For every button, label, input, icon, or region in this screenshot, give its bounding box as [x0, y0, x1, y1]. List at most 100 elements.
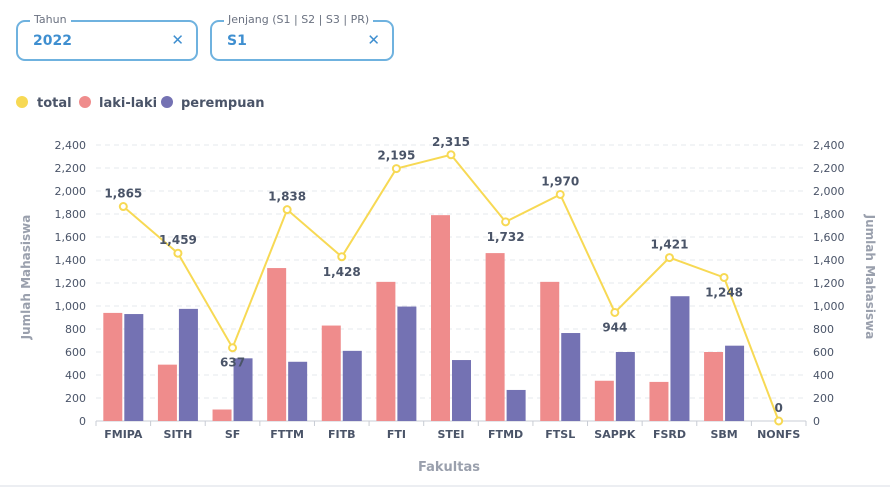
x-tick-label: SAPPK	[594, 428, 636, 441]
point-total	[337, 252, 347, 262]
data-label-total: 1,248	[705, 285, 743, 299]
point-total	[446, 150, 456, 160]
bar-laki-laki	[485, 253, 505, 421]
bar-laki-laki	[540, 281, 560, 421]
bar-perempuan	[397, 306, 417, 421]
y-tick-label-left: 200	[65, 392, 86, 405]
y-tick-label-left: 0	[79, 415, 86, 428]
bar-perempuan	[670, 296, 690, 421]
point-total	[228, 343, 238, 353]
bar-perempuan	[342, 350, 362, 421]
y-tick-label-right: 2,200	[813, 162, 845, 175]
jenjang-filter-label: Jenjang (S1 | S2 | S3 | PR)	[224, 13, 374, 27]
bar-laki-laki	[321, 325, 341, 421]
data-label-total: 1,459	[159, 233, 197, 247]
bar-laki-laki	[649, 381, 669, 421]
y-tick-label-left: 1,800	[55, 208, 87, 221]
point-total	[774, 416, 784, 426]
y-tick-label-right: 1,800	[813, 208, 845, 221]
point-total	[664, 253, 674, 263]
bar-perempuan	[288, 361, 308, 421]
bar-perempuan	[233, 358, 253, 421]
bar-perempuan	[452, 360, 471, 421]
bar-laki-laki	[212, 409, 232, 421]
y-tick-label-right: 1,400	[813, 254, 845, 267]
y-tick-label-right: 0	[813, 415, 820, 428]
x-tick-label: FITB	[328, 428, 356, 441]
bottom-divider	[0, 485, 890, 487]
point-total	[282, 205, 292, 215]
point-total	[555, 189, 565, 199]
legend-label-total: total	[37, 96, 72, 111]
legend-label-laki-laki: laki-laki	[99, 96, 157, 111]
data-label-total: 2,195	[377, 149, 415, 163]
y-tick-label-left: 2,200	[55, 162, 87, 175]
point-total	[719, 272, 729, 282]
data-label-total: 0	[775, 401, 783, 415]
x-tick-label: FTI	[387, 428, 406, 441]
tahun-filter[interactable]: Tahun 2022 ✕	[16, 13, 198, 61]
data-label-total: 1,421	[650, 238, 688, 252]
point-total	[391, 164, 401, 174]
point-total	[118, 202, 128, 212]
tahun-filter-value: 2022	[33, 33, 72, 49]
bar-laki-laki	[103, 312, 123, 421]
y-tick-label-left: 2,000	[55, 185, 87, 198]
bar-perempuan	[506, 389, 526, 421]
y-tick-label-right: 1,200	[813, 277, 845, 290]
bar-perempuan	[615, 352, 635, 421]
y-tick-label-left: 400	[65, 369, 86, 382]
data-label-total: 1,732	[487, 230, 525, 244]
y-tick-label-right: 400	[813, 369, 834, 382]
x-axis-title: Fakultas	[418, 460, 480, 475]
bar-perempuan	[124, 314, 144, 421]
bar-laki-laki	[376, 281, 396, 421]
data-label-total: 1,865	[104, 187, 142, 201]
clear-tahun-icon[interactable]: ✕	[171, 31, 184, 49]
jenjang-filter-value: S1	[227, 33, 247, 49]
y-tick-label-left: 2,400	[55, 139, 87, 152]
x-tick-label: FTSL	[545, 428, 575, 441]
y-tick-label-right: 800	[813, 323, 834, 336]
data-label-total: 944	[602, 320, 627, 334]
bar-perempuan	[178, 308, 198, 421]
bar-perempuan	[725, 345, 745, 421]
jenjang-filter[interactable]: Jenjang (S1 | S2 | S3 | PR) S1 ✕	[210, 13, 394, 61]
y-tick-label-right: 600	[813, 346, 834, 359]
x-tick-label: SBM	[710, 428, 737, 441]
y-tick-label-left: 600	[65, 346, 86, 359]
y-tick-label-left: 800	[65, 323, 86, 336]
data-label-total: 637	[220, 356, 245, 370]
bar-laki-laki	[431, 215, 450, 421]
x-tick-label: FTTM	[270, 428, 304, 441]
legend-marker-laki-laki	[79, 96, 91, 108]
y-axis-title-right: Jumlah Mahasiswa	[863, 214, 877, 340]
y-tick-label-right: 2,400	[813, 139, 845, 152]
bar-laki-laki	[157, 364, 177, 421]
x-tick-label: FMIPA	[104, 428, 143, 441]
legend-marker-total	[16, 96, 28, 108]
x-tick-label: FTMD	[488, 428, 523, 441]
data-label-total: 1,428	[323, 265, 361, 279]
legend-marker-perempuan	[161, 96, 173, 108]
point-total	[501, 217, 511, 227]
y-tick-label-left: 1,000	[55, 300, 87, 313]
y-axis-title-left: Jumlah Mahasiswa	[19, 215, 33, 341]
clear-jenjang-icon[interactable]: ✕	[367, 31, 380, 49]
x-tick-label: FSRD	[653, 428, 686, 441]
bar-laki-laki	[267, 268, 287, 421]
point-total	[610, 307, 620, 317]
x-tick-label: SITH	[164, 428, 193, 441]
bar-perempuan	[561, 333, 581, 421]
data-label-total: 2,315	[432, 135, 470, 149]
y-tick-label-right: 1,600	[813, 231, 845, 244]
tahun-filter-label: Tahun	[30, 13, 71, 27]
y-tick-label-left: 1,200	[55, 277, 87, 290]
y-tick-label-right: 1,000	[813, 300, 845, 313]
bar-laki-laki	[594, 380, 614, 421]
y-tick-label-left: 1,600	[55, 231, 87, 244]
y-tick-label-right: 200	[813, 392, 834, 405]
legend-label-perempuan: perempuan	[181, 96, 264, 111]
y-tick-label-right: 2,000	[813, 185, 845, 198]
